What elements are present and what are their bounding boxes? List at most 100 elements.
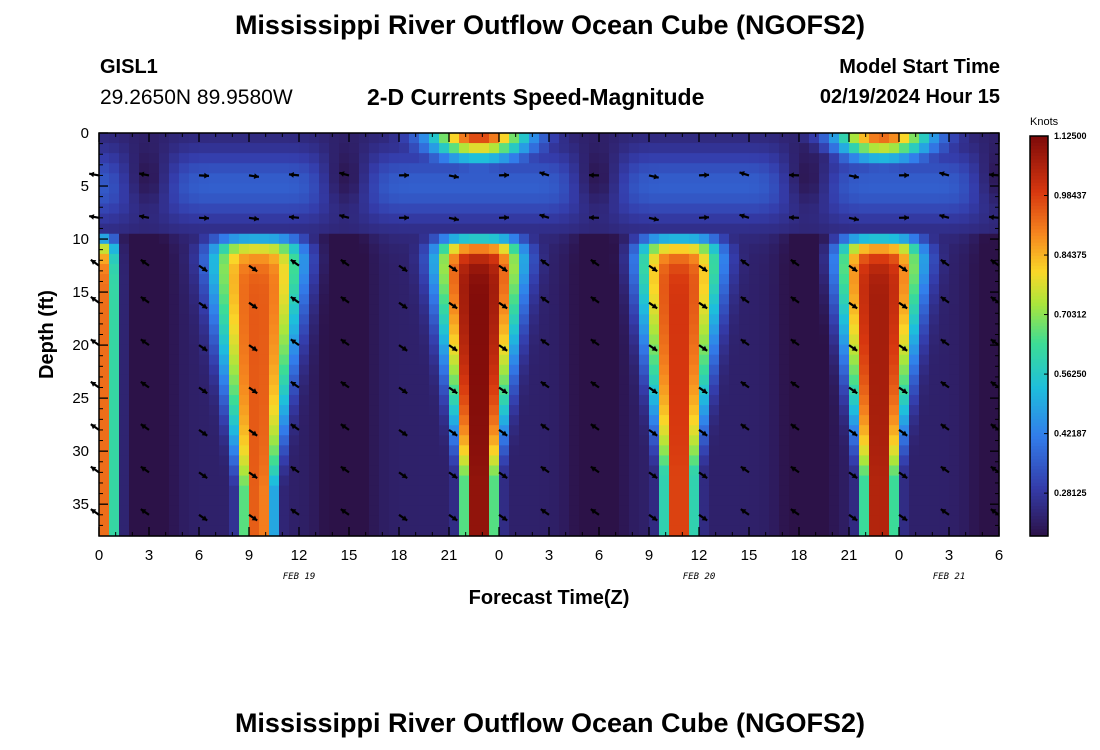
- heatmap-cell: [679, 243, 690, 255]
- heatmap-cell: [879, 364, 890, 376]
- heatmap-cell: [519, 314, 530, 326]
- heatmap-cell: [989, 304, 1000, 315]
- y-tick-label: 0: [81, 125, 89, 142]
- heatmap-cell: [769, 364, 780, 376]
- heatmap-cell: [659, 263, 670, 275]
- heatmap-cell: [619, 334, 630, 346]
- heatmap-cell: [989, 163, 1000, 174]
- heatmap-cell: [449, 475, 460, 487]
- heatmap-cell: [729, 415, 740, 426]
- heatmap-cell: [409, 465, 420, 477]
- heatmap-cell: [579, 495, 590, 507]
- heatmap-cell: [709, 173, 720, 184]
- heatmap-cell: [819, 475, 830, 487]
- heatmap-cell: [939, 455, 950, 467]
- heatmap-cell: [799, 505, 810, 517]
- heatmap-cell: [929, 505, 940, 517]
- heatmap-cell: [499, 324, 510, 336]
- heatmap-cell: [279, 515, 290, 527]
- heatmap-cell: [659, 163, 670, 174]
- heatmap-cell: [559, 405, 570, 416]
- current-vector-head: [901, 515, 908, 521]
- heatmap-cell: [589, 415, 600, 426]
- heatmap-cell: [839, 445, 850, 456]
- heatmap-cell: [269, 405, 280, 416]
- heatmap-cell: [429, 324, 440, 336]
- heatmap-cell: [869, 374, 880, 386]
- heatmap-cell: [639, 324, 650, 336]
- heatmap-cell: [859, 243, 870, 255]
- heatmap-cell: [539, 455, 550, 467]
- heatmap-cell: [919, 163, 930, 174]
- heatmap-cell: [359, 243, 370, 255]
- heatmap-cell: [909, 304, 920, 315]
- heatmap-cell: [719, 394, 730, 406]
- heatmap-cell: [879, 284, 890, 295]
- heatmap-cell: [479, 344, 490, 356]
- current-vector-head: [701, 515, 708, 521]
- heatmap-cell: [969, 364, 980, 376]
- current-vector-head: [251, 473, 258, 479]
- heatmap-cell: [599, 193, 610, 205]
- heatmap-cell: [709, 525, 720, 537]
- heatmap-cell: [969, 455, 980, 467]
- heatmap-cell: [609, 173, 620, 184]
- heatmap-cell: [779, 233, 790, 245]
- heatmap-cell: [969, 334, 980, 346]
- heatmap-cell: [809, 435, 820, 446]
- heatmap-cell: [759, 405, 770, 416]
- heatmap-cell: [109, 515, 120, 527]
- heatmap-cell: [499, 374, 510, 386]
- heatmap-cell: [699, 284, 710, 295]
- heatmap-cell: [749, 284, 760, 295]
- heatmap-cell: [809, 394, 820, 406]
- heatmap-cell: [849, 203, 860, 215]
- heatmap-cell: [819, 505, 830, 517]
- heatmap-cell: [489, 405, 500, 416]
- heatmap-cell: [949, 243, 960, 255]
- heatmap-cell: [979, 354, 990, 366]
- heatmap-cell: [509, 374, 520, 386]
- heatmap-cell: [209, 183, 220, 195]
- heatmap-cell: [669, 294, 680, 305]
- heatmap-cell: [459, 294, 470, 305]
- heatmap-cell: [619, 354, 630, 366]
- heatmap-cell: [99, 415, 110, 426]
- heatmap-cell: [819, 465, 830, 477]
- heatmap-cell: [499, 143, 510, 154]
- heatmap-cell: [889, 435, 900, 446]
- heatmap-cell: [559, 344, 570, 356]
- heatmap-cell: [569, 525, 580, 537]
- heatmap-cell: [199, 405, 210, 416]
- heatmap-cell: [389, 485, 400, 497]
- heatmap-cell: [809, 425, 820, 436]
- model-start-label: Model Start Time: [839, 56, 1000, 78]
- heatmap-cell: [979, 505, 990, 517]
- heatmap-cell: [169, 344, 180, 356]
- current-vector-head: [139, 171, 145, 178]
- colorbar-tick-label: 0.28125: [1054, 488, 1087, 498]
- heatmap-cell: [409, 435, 420, 446]
- heatmap-cell: [859, 274, 870, 285]
- heatmap-cell: [849, 334, 860, 346]
- heatmap-cell: [549, 304, 560, 315]
- heatmap-cell: [319, 314, 330, 326]
- heatmap-cell: [799, 525, 810, 537]
- heatmap-cell: [349, 394, 360, 406]
- heatmap-cell: [909, 263, 920, 275]
- heatmap-cell: [609, 354, 620, 366]
- heatmap-cell: [739, 445, 750, 456]
- heatmap-cell: [469, 203, 480, 215]
- heatmap-cell: [339, 364, 350, 376]
- heatmap-cell: [549, 405, 560, 416]
- heatmap-cell: [259, 263, 270, 275]
- heatmap-cell: [749, 364, 760, 376]
- heatmap-cell: [459, 384, 470, 396]
- heatmap-cell: [139, 525, 150, 537]
- heatmap-cell: [229, 374, 240, 386]
- heatmap-cell: [229, 304, 240, 315]
- heatmap-cell: [619, 163, 630, 174]
- heatmap-cell: [729, 203, 740, 215]
- x-tick-label: 0: [895, 547, 903, 564]
- heatmap-cell: [399, 334, 410, 346]
